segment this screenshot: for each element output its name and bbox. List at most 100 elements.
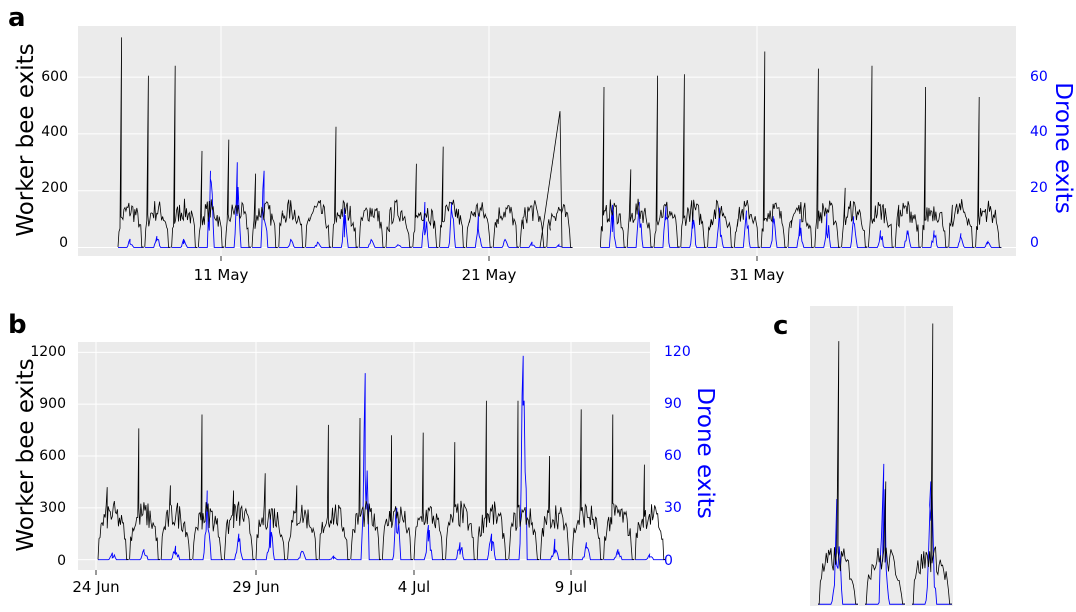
worker-day-line [864,481,906,605]
drone-day-line [477,533,508,561]
worker-day-line [160,485,192,561]
panel-b-ylabel-left: Worker bee exits [13,358,39,551]
drone-day-line [868,230,895,248]
worker-day-line [144,75,171,248]
drone-day-line [865,463,905,605]
drone-day-line [224,533,256,561]
worker-day-line [894,201,921,248]
drone-day-line [171,238,198,248]
panel-c-chart [810,306,953,606]
panel-b-y2tick-4: 120 [664,344,691,360]
drone-day-line [252,170,278,248]
worker-day-line [332,126,359,248]
worker-day-line [603,414,635,560]
drone-day-line [445,542,477,561]
drone-day-line [192,490,224,561]
drone-day-line [654,204,680,248]
worker-day-line [492,205,520,248]
drone-day-line [635,552,666,561]
worker-day-line [948,199,975,248]
worker-day-line [117,37,144,248]
worker-day-line [358,207,386,248]
worker-day-line [707,199,734,248]
drone-day-line [382,507,414,561]
drone-day-line [359,238,385,248]
panel-a-label: a [8,3,26,33]
worker-day-line [129,428,161,560]
worker-day-line [626,169,653,248]
worker-day-line [224,139,251,248]
worker-day-line [911,323,953,605]
panel-b-xtick-1: 29 Jun [232,578,279,596]
worker-day-line [508,400,540,560]
worker-day-line [224,490,256,561]
worker-day-line [653,75,680,248]
panel-a-plot-area [78,26,1016,256]
worker-day-line [255,473,287,560]
drone-day-line [818,498,858,605]
drone-day-line [680,213,707,248]
worker-day-line [540,455,572,560]
worker-day-line [814,68,841,248]
panel-a-xtick-2: 31 May [730,266,785,284]
worker-day-line [198,150,225,249]
drone-day-line [319,555,350,561]
worker-day-line [445,442,477,560]
panel-a-y2tick-3: 60 [1030,69,1048,85]
drone-day-line [761,216,787,248]
worker-day-line [519,200,546,248]
panel-b-ytick-3: 900 [39,396,66,412]
worker-day-line [546,203,573,248]
panel-a-worker-series [117,37,1002,249]
drone-day-line [412,202,439,248]
drone-day-line [287,550,319,561]
drone-day-line [198,170,225,248]
drone-day-line [707,207,734,248]
panel-b-xtick-2: 4 Jul [398,578,430,596]
worker-day-line [975,96,1002,248]
drone-day-line [788,219,814,248]
drone-day-line [332,207,359,248]
drone-day-line [603,549,635,561]
worker-day-line [921,87,948,248]
panel-c-label: c [773,311,788,341]
drone-day-line [129,549,161,561]
panel-b-ytick-2: 600 [39,448,66,464]
panel-a-ylabel-right: Drone exits [1050,82,1076,214]
drone-day-line [144,236,171,248]
worker-day-line [787,202,814,248]
worker-day-line [251,173,278,248]
panel-b-y2tick-1: 30 [664,500,682,516]
drone-day-line [386,244,412,248]
panel-b-ytick-0: 0 [57,553,66,569]
worker-day-line [634,464,666,561]
worker-gap-line [539,111,563,248]
worker-day-line [385,199,412,248]
worker-day-line [350,417,382,561]
worker-day-line [817,341,858,605]
drone-day-line [734,210,761,248]
worker-day-line [171,65,198,248]
panel-b-y2tick-3: 90 [664,396,682,412]
panel-a-xtick-0: 11 May [194,266,249,284]
panel-b-label: b [8,310,27,340]
worker-day-line [287,485,319,561]
drone-day-line [161,545,192,561]
drone-day-line [841,216,868,248]
drone-day-line [414,525,445,561]
drone-day-line [520,241,546,248]
panel-a-y2tick-2: 40 [1030,124,1048,140]
drone-day-line [508,355,540,561]
worker-day-line [841,187,868,248]
drone-day-line [278,238,305,248]
panel-b-y2tick-0: 0 [664,553,673,569]
worker-day-line [412,163,439,248]
panel-b-worker-series [97,400,666,561]
panel-a-ytick-1: 200 [41,180,68,196]
worker-day-line [439,146,466,248]
panel-b-ytick-4: 1200 [30,344,66,360]
worker-day-line [318,424,350,560]
drone-day-line [493,238,519,248]
panel-a-ytick-0: 0 [59,235,68,251]
